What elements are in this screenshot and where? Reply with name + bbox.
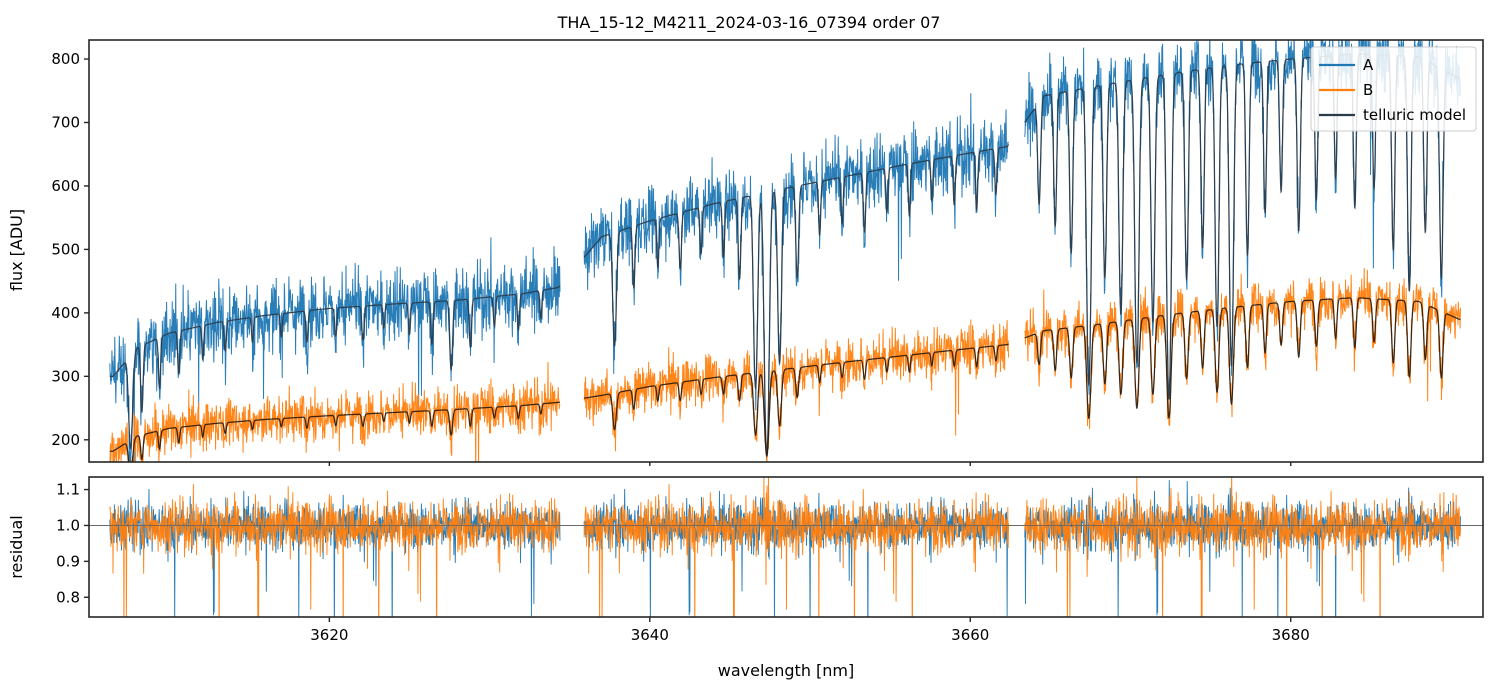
legend-item-A[interactable]: A [1319, 56, 1374, 74]
flux-y-tick-label: 700 [51, 113, 80, 131]
flux-y-tick-label: 200 [51, 431, 80, 449]
flux-y-tick-label: 500 [51, 240, 80, 258]
residual-y-tick-label: 0.9 [56, 552, 80, 570]
residual-y-tick-label: 0.8 [56, 588, 80, 606]
legend-label: B [1363, 81, 1373, 99]
residual-y-tick-label: 1.0 [56, 516, 80, 534]
x-tick-label: 3660 [951, 626, 989, 644]
residual-y-axis-label: residual [7, 515, 26, 578]
x-tick-label: 3680 [1272, 626, 1310, 644]
legend-label: A [1363, 56, 1374, 74]
flux-y-tick-label: 800 [51, 50, 80, 68]
flux-y-tick-label: 300 [51, 367, 80, 385]
x-tick-label: 3620 [310, 626, 348, 644]
flux-y-tick-label: 600 [51, 177, 80, 195]
legend-item-B[interactable]: B [1319, 81, 1373, 99]
flux-panel: 200 300 400 500 600 700 800 [51, 39, 1484, 466]
flux-y-tick-label: 400 [51, 304, 80, 322]
flux-y-axis-label: flux [ADU] [7, 209, 26, 291]
residual-y-tick-label: 1.1 [56, 481, 80, 499]
legend-label: telluric model [1363, 106, 1466, 124]
residual-panel: 0.8 0.9 1.0 1.1 3620 3640 3660 3680 [56, 476, 1484, 644]
legend-item-telluric-model[interactable]: telluric model [1319, 106, 1466, 124]
x-tick-label: 3640 [631, 626, 669, 644]
x-axis-label: wavelength [nm] [718, 661, 855, 680]
page-title: THA_15-12_M4211_2024-03-16_07394 order 0… [557, 13, 941, 33]
